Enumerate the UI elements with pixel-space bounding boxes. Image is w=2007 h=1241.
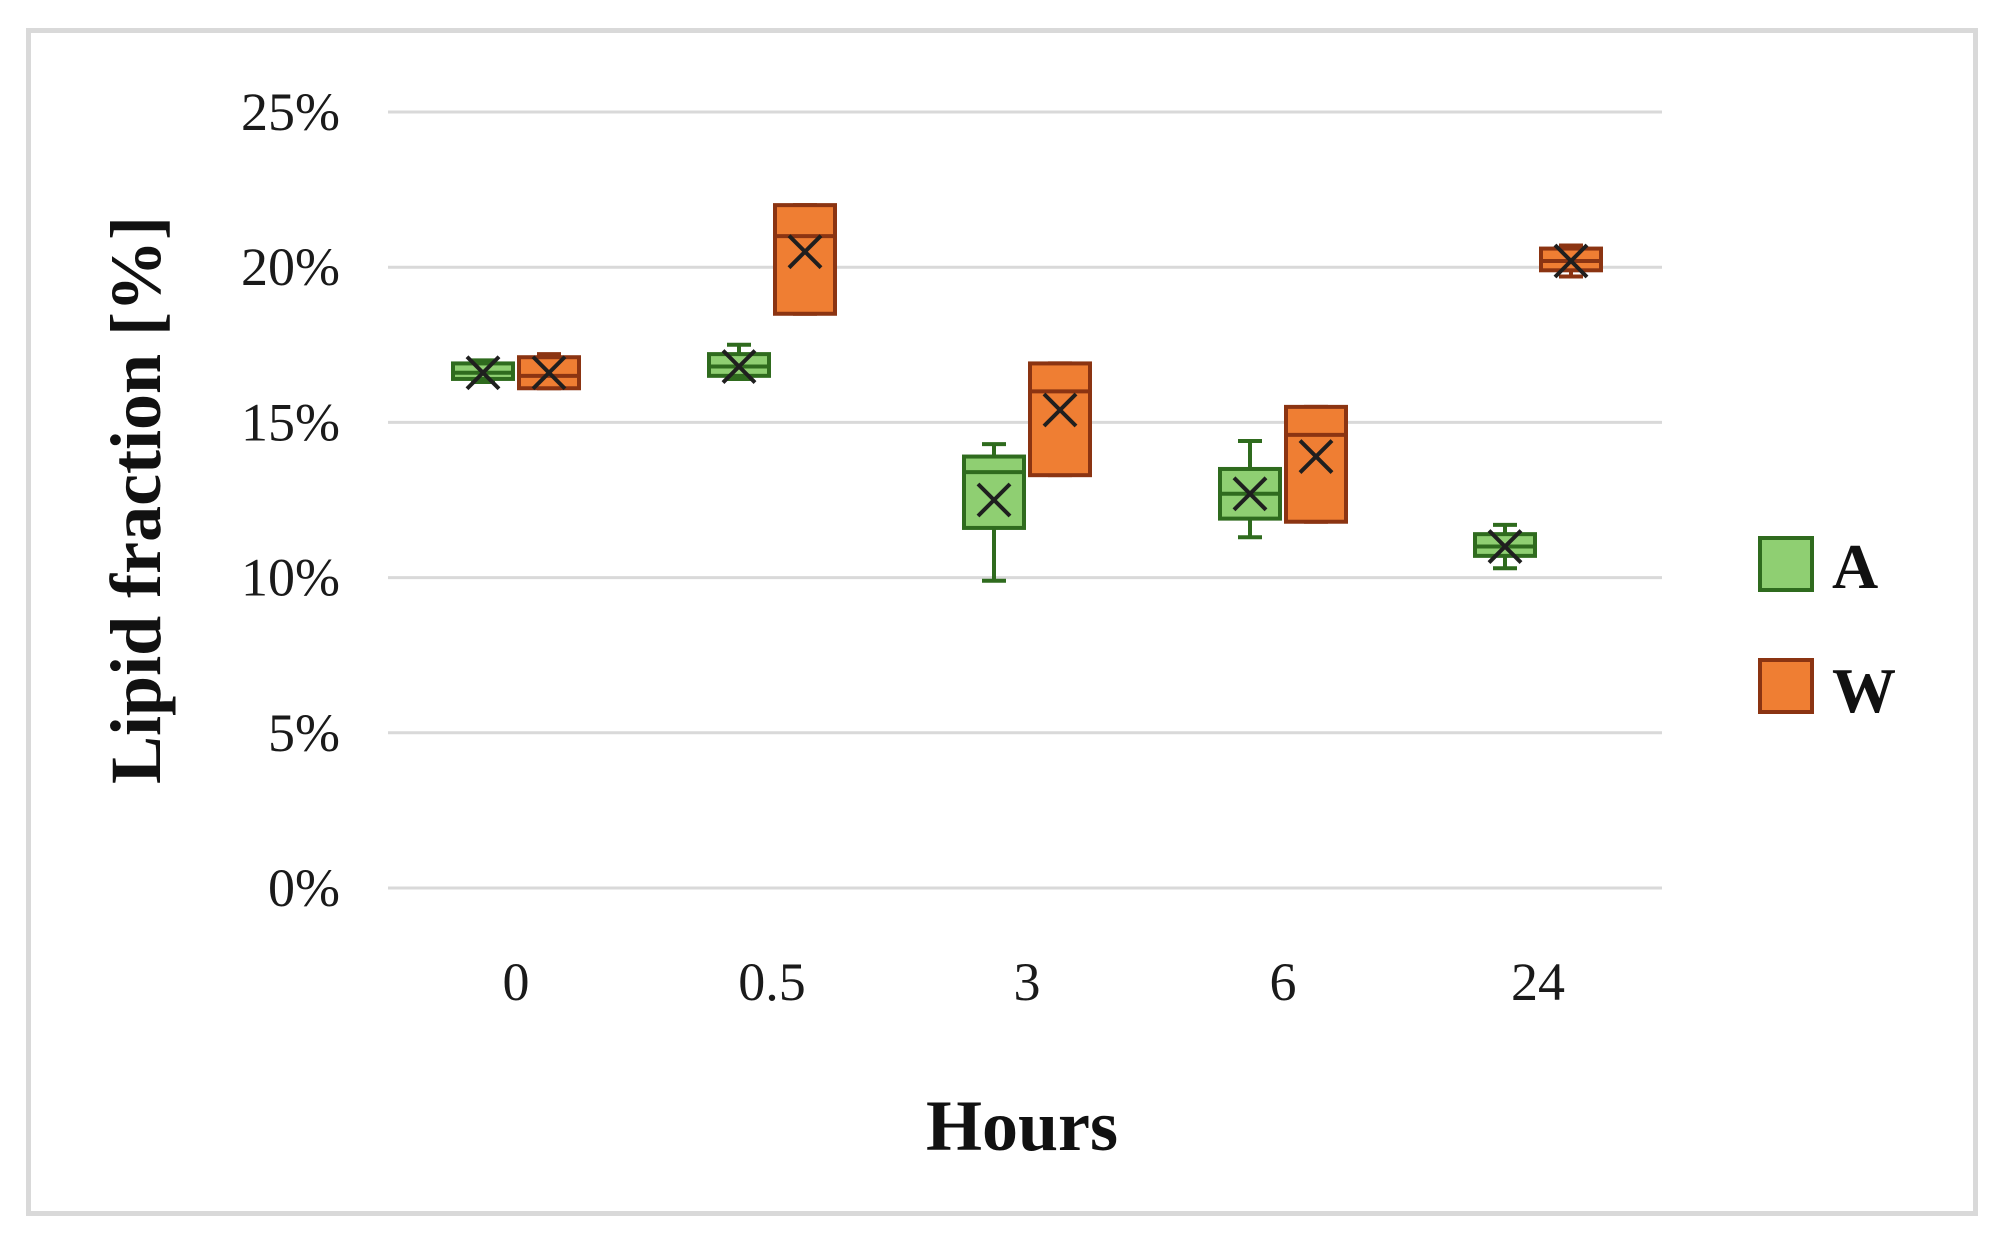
legend-swatch-w: [1758, 658, 1814, 714]
box-a-0: [451, 355, 515, 391]
y-tick-label: 10%: [241, 548, 340, 608]
box-a-0.5: [707, 342, 771, 384]
y-tick-label: 15%: [241, 392, 340, 452]
box-body: [773, 203, 837, 316]
y-tick-label: 5%: [268, 703, 340, 763]
mean-marker: [531, 355, 567, 391]
mean-marker: [787, 234, 823, 270]
chart-frame: [26, 28, 1978, 1216]
gridlines: [388, 110, 1662, 890]
box-w-0: [517, 352, 581, 391]
legend-label-a: A: [1832, 531, 1878, 602]
box-w-24: [1539, 243, 1603, 279]
box-a-24: [1473, 522, 1537, 571]
mean-marker: [1298, 439, 1334, 474]
legend-label-w: W: [1832, 655, 1896, 726]
mean-marker: [976, 482, 1012, 518]
x-tick-label: 24: [1511, 952, 1565, 1012]
mean-marker: [721, 349, 757, 384]
y-axis-title: Lipid fraction [%]: [96, 216, 176, 784]
x-tick-label: 6: [1270, 952, 1297, 1012]
mean-marker: [1553, 243, 1589, 279]
x-axis-title: Hours: [926, 1086, 1118, 1166]
box-a-6: [1218, 439, 1282, 540]
mean-marker: [1487, 529, 1523, 564]
x-tick-label: 0.5: [738, 952, 806, 1012]
x-tick-label: 0: [503, 952, 530, 1012]
box-body: [1284, 404, 1348, 524]
box-body: [962, 454, 1026, 530]
box-w-6: [1284, 404, 1348, 524]
legend: A W: [1758, 531, 1896, 726]
legend-swatch-a: [1758, 536, 1814, 592]
box-w-3: [1028, 361, 1092, 478]
mean-marker: [465, 355, 501, 391]
mean-marker: [1042, 392, 1078, 428]
y-tick-label: 0%: [268, 858, 340, 918]
boxes: [451, 203, 1603, 583]
x-tick-label: 3: [1014, 952, 1041, 1012]
box-body: [1028, 361, 1092, 478]
box-a-3: [962, 442, 1026, 583]
y-tick-label: 25%: [241, 82, 340, 142]
x-axis-ticks: 0 0.5 3 6 24: [503, 952, 1566, 1012]
box-w-0.5: [773, 203, 837, 316]
y-tick-label: 20%: [241, 237, 340, 297]
y-axis-ticks: 0% 5% 10% 15% 20% 25%: [241, 82, 340, 918]
mean-marker: [1232, 476, 1268, 512]
